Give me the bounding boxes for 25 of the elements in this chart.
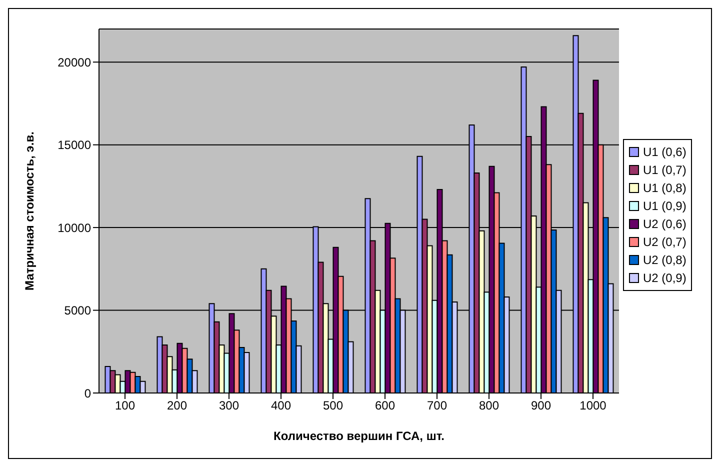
x-tick-label: 600	[374, 398, 396, 413]
x-tick-label: 700	[426, 398, 448, 413]
x-tick-label: 300	[218, 398, 240, 413]
x-tick-label: 1000	[580, 398, 607, 413]
x-tick-label: 100	[114, 398, 136, 413]
y-tick-label: 15000	[58, 138, 92, 152]
y-tick-label: 0	[84, 386, 92, 400]
x-tick-label: 200	[166, 398, 188, 413]
y-tick-label: 20000	[58, 55, 92, 70]
legend-label: U1 (0,7)	[643, 163, 686, 177]
legend-label: U1 (0,6)	[643, 145, 686, 159]
x-tick-label: 400	[270, 398, 292, 413]
y-tick-label: 10000	[58, 220, 92, 235]
x-tick-label: 800	[478, 398, 500, 413]
y-axis-title: Матричная стоимость, э.в.	[22, 132, 36, 290]
x-axis-title: Количество вершин ГСА, шт.	[274, 429, 444, 443]
legend-label: U2 (0,7)	[643, 235, 686, 249]
legend-label: U1 (0,8)	[643, 181, 686, 195]
legend-label: U2 (0,6)	[643, 217, 686, 231]
legend-label: U2 (0,9)	[643, 271, 686, 285]
legend-label: U2 (0,8)	[643, 253, 686, 267]
x-tick-label: 900	[530, 398, 552, 413]
legend-label: U1 (0,9)	[643, 199, 686, 213]
x-tick-label: 500	[322, 398, 344, 413]
y-tick-label: 5000	[64, 304, 92, 318]
